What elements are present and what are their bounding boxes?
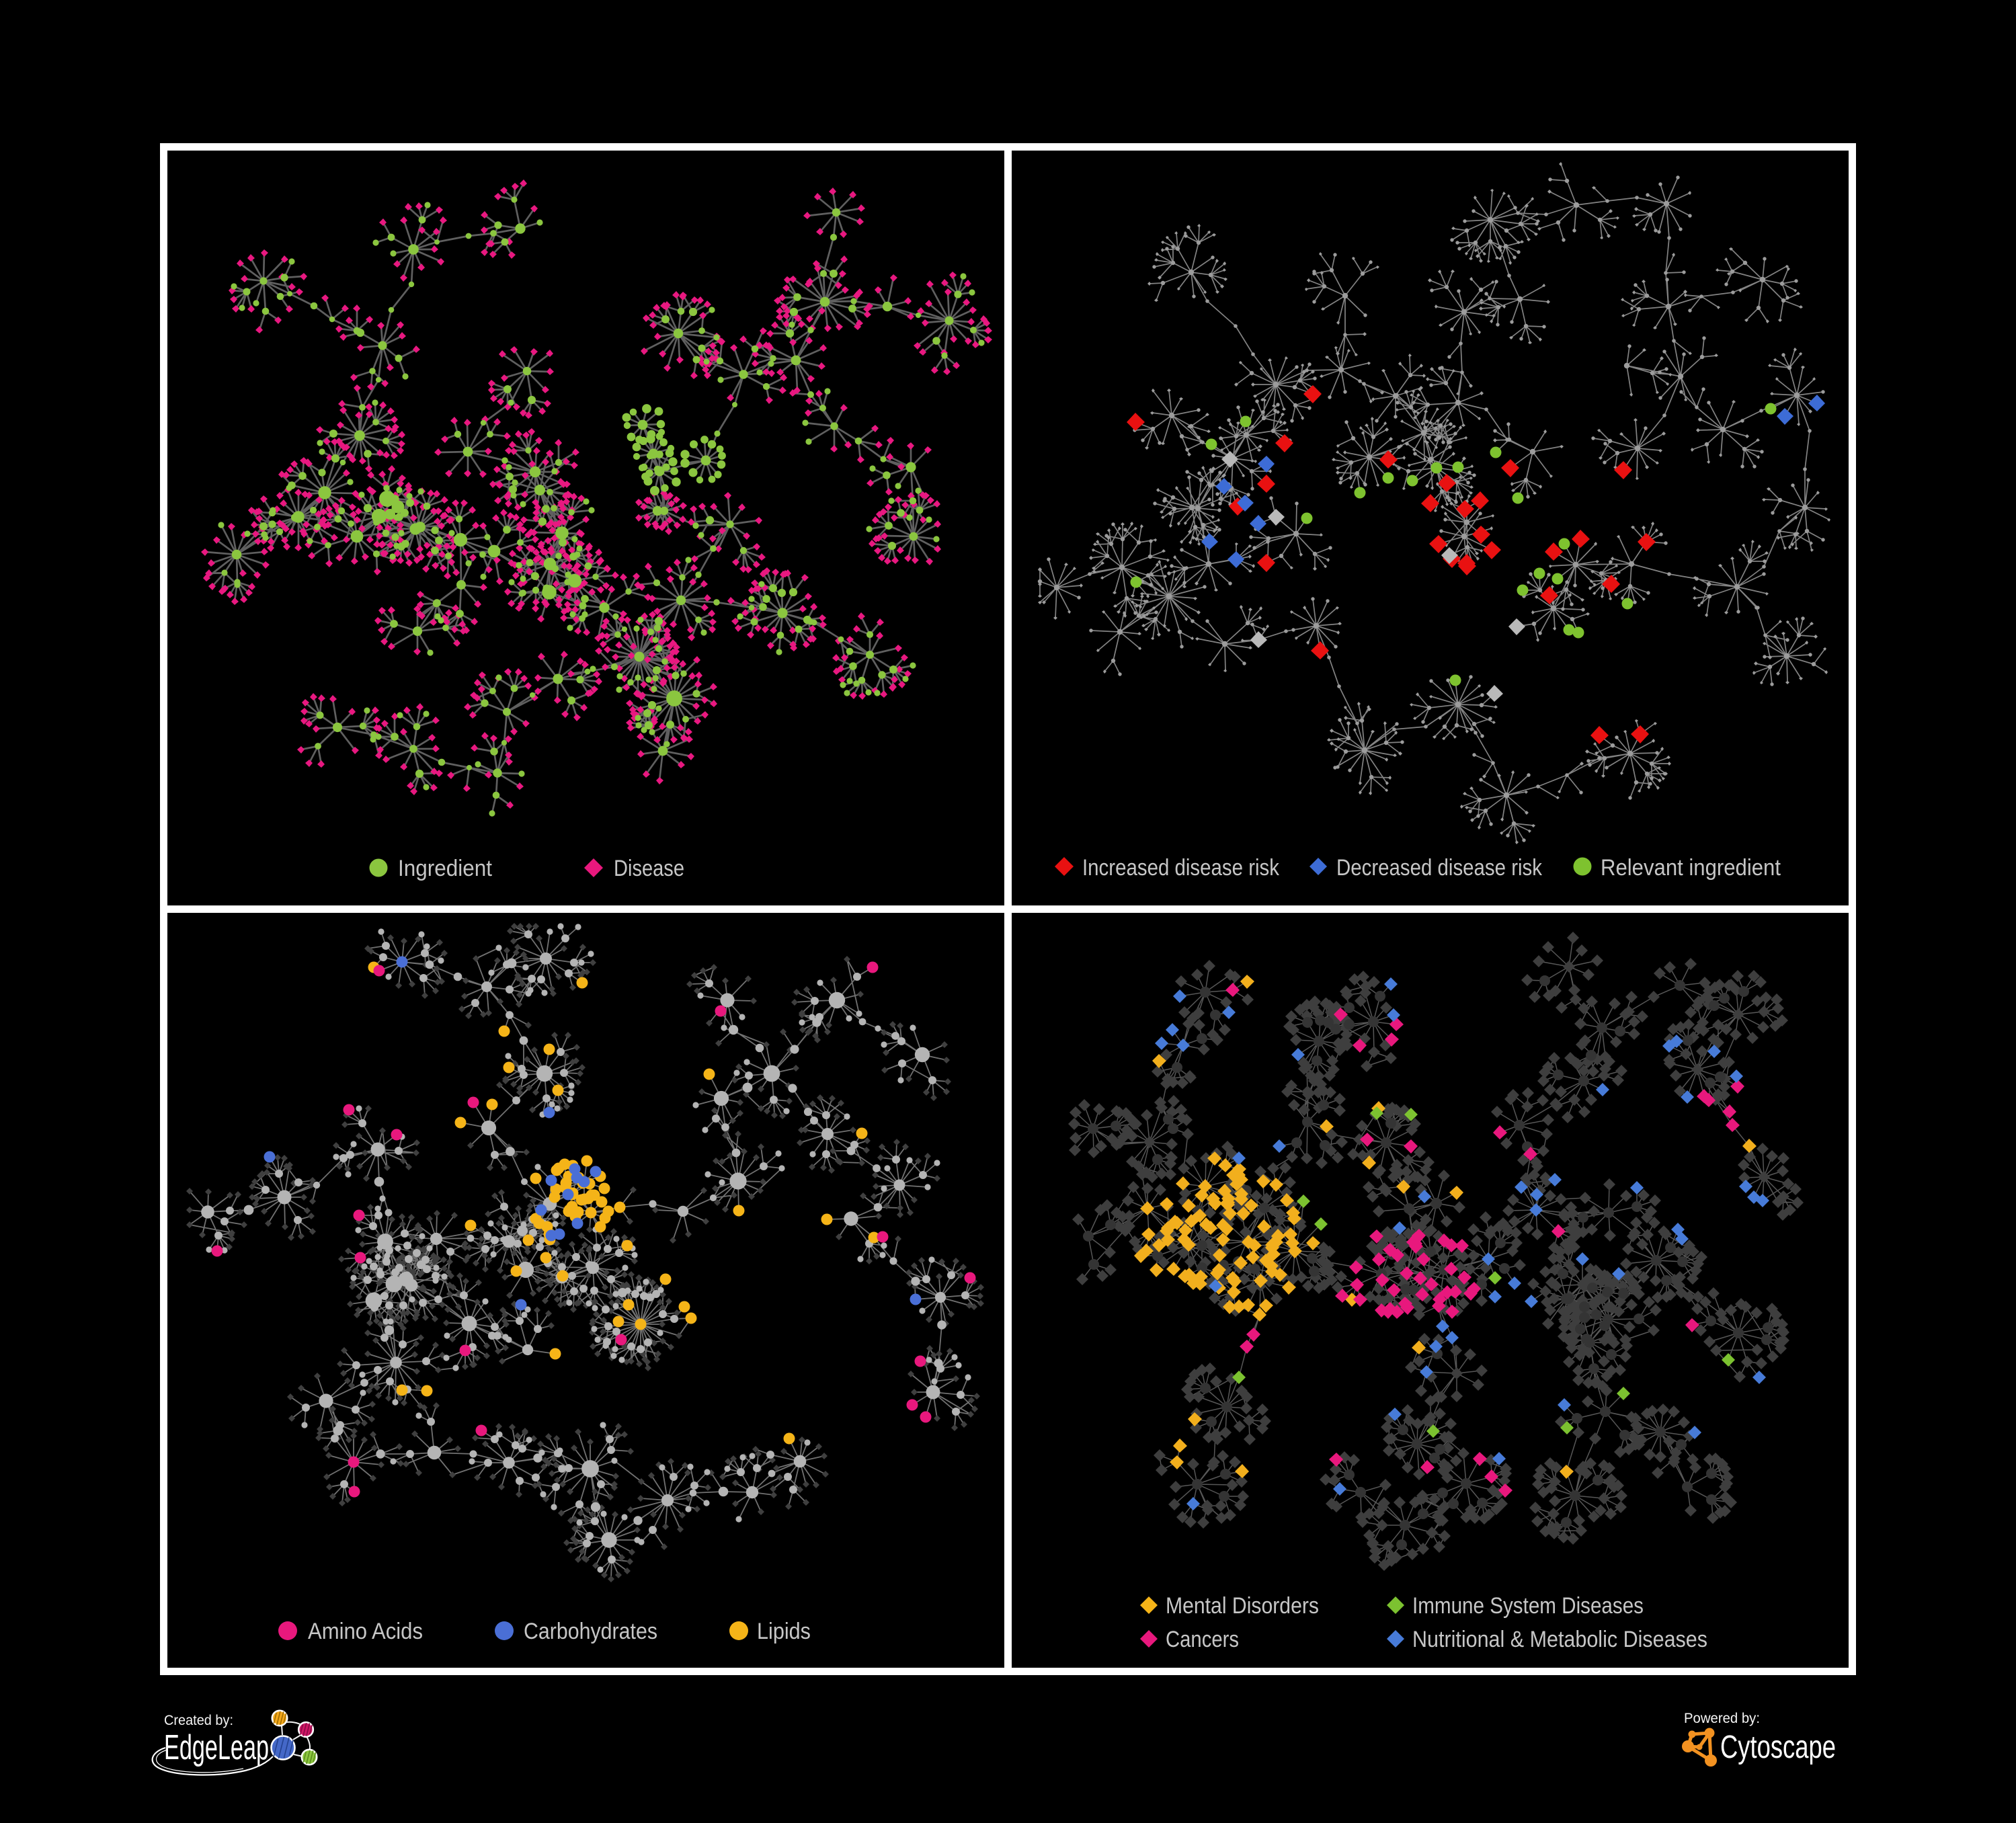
svg-text:Amino Acids: Amino Acids: [308, 1619, 423, 1644]
svg-text:Immune System Diseases: Immune System Diseases: [1412, 1593, 1644, 1619]
svg-text:EdgeLeap: EdgeLeap: [164, 1728, 269, 1767]
svg-text:Decreased disease risk: Decreased disease risk: [1336, 855, 1543, 881]
svg-text:Cancers: Cancers: [1166, 1627, 1239, 1652]
svg-text:Increased disease risk: Increased disease risk: [1082, 855, 1280, 881]
svg-text:Mental Disorders: Mental Disorders: [1166, 1593, 1319, 1619]
svg-text:Lipids: Lipids: [757, 1619, 811, 1644]
svg-text:Carbohydrates: Carbohydrates: [524, 1619, 657, 1644]
svg-text:Created by:: Created by:: [164, 1713, 233, 1728]
svg-text:Relevant ingredient: Relevant ingredient: [1601, 855, 1781, 881]
svg-text:Ingredient: Ingredient: [398, 856, 493, 881]
svg-text:Nutritional & Metabolic Diseas: Nutritional & Metabolic Diseases: [1412, 1627, 1707, 1652]
svg-text:Disease: Disease: [614, 856, 684, 881]
svg-text:Cytoscape: Cytoscape: [1720, 1730, 1836, 1765]
svg-text:Powered by:: Powered by:: [1684, 1711, 1760, 1726]
